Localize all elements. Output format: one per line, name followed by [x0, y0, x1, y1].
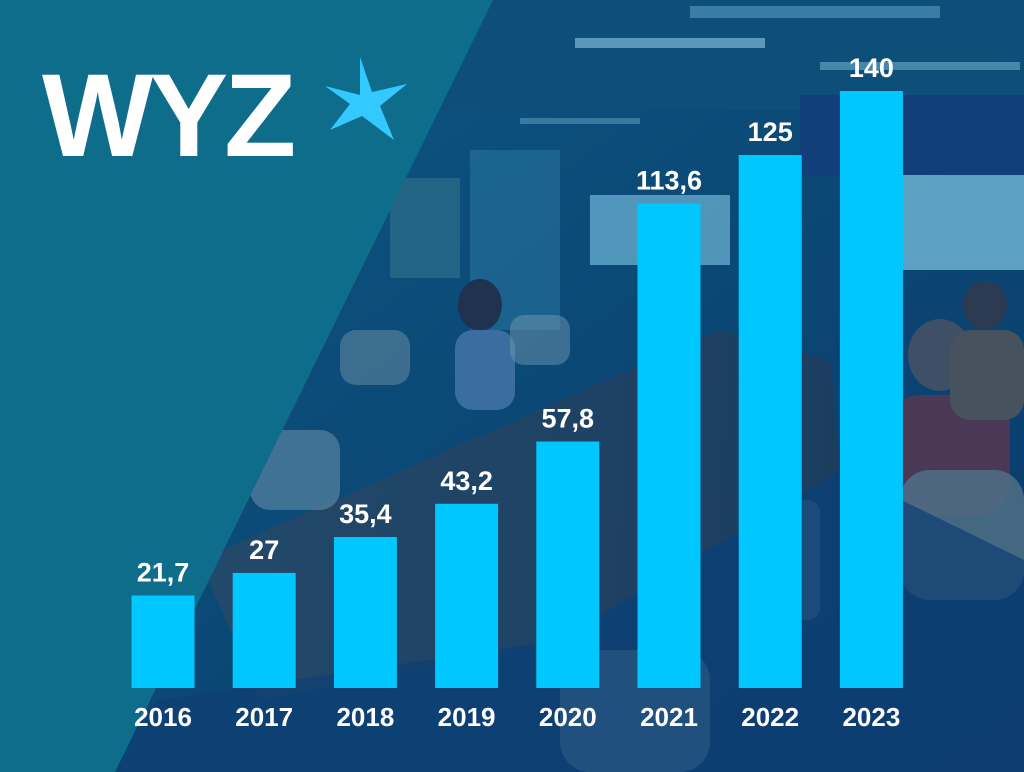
- bar-2021: [637, 203, 701, 688]
- x-tick-label: 2016: [134, 702, 192, 732]
- bar-2017: [232, 572, 296, 688]
- bar-value-labels: 21,7 27 35,4 43,2 57,8 113,6 125 140: [137, 53, 894, 588]
- bar-value-label: 21,7: [137, 558, 190, 588]
- bar-2020: [536, 441, 600, 688]
- x-axis-tick-labels: 2016 2017 2018 2019 2020 2021 2022 2023: [134, 702, 900, 732]
- bar-2023: [839, 91, 903, 688]
- bar-value-label: 57,8: [542, 404, 595, 434]
- bar-value-label: 140: [849, 53, 894, 83]
- bar-2018: [333, 537, 397, 688]
- bar-value-label: 27: [249, 535, 279, 565]
- bar-value-label: 35,4: [339, 499, 392, 529]
- teal-diagonal-panel: [0, 0, 493, 772]
- bars-group: [131, 91, 903, 688]
- x-tick-label: 2023: [842, 702, 900, 732]
- bar-value-label: 113,6: [636, 166, 702, 196]
- bar-value-label: 125: [748, 117, 793, 147]
- x-tick-label: 2021: [640, 702, 698, 732]
- bar-value-label: 43,2: [440, 466, 493, 496]
- x-tick-label: 2022: [741, 702, 799, 732]
- logo-wordmark: WYZ: [42, 50, 293, 182]
- four-point-star-icon: [325, 57, 407, 140]
- x-tick-label: 2020: [539, 702, 597, 732]
- x-tick-label: 2019: [438, 702, 496, 732]
- bar-2019: [435, 503, 499, 688]
- x-tick-label: 2017: [235, 702, 293, 732]
- bar-2016: [131, 595, 195, 688]
- x-tick-label: 2018: [336, 702, 394, 732]
- bar-2022: [738, 155, 802, 688]
